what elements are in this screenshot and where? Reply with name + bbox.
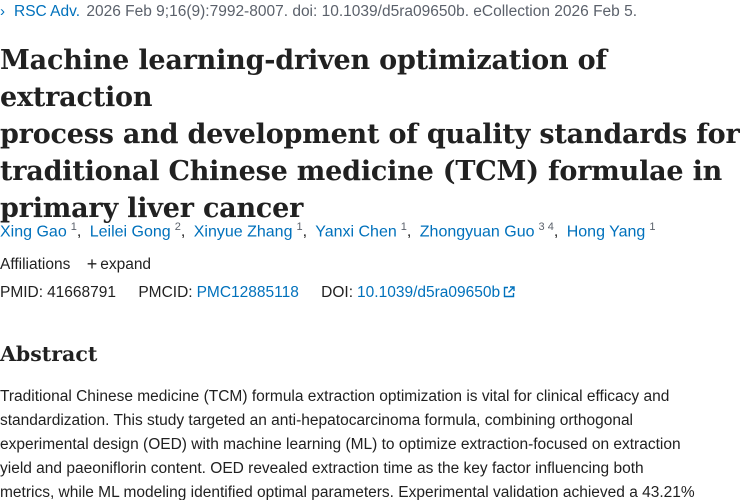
abstract-line: Traditional Chinese medicine (TCM) formu…	[0, 388, 670, 405]
affiliations-expand-button[interactable]: + expand	[86, 254, 152, 274]
affiliations-section: Affiliations + expand	[0, 254, 152, 274]
citation-details: 2026 Feb 9;16(9):7992-8007. doi: 10.1039…	[86, 3, 638, 20]
author-link[interactable]: Leilei Gong	[89, 223, 171, 241]
author-link[interactable]: Xing Gao	[0, 223, 67, 241]
doi-label: DOI:	[321, 284, 354, 301]
author-separator: ,	[406, 223, 412, 241]
abstract-line: metrics, while ML modeling identified op…	[0, 484, 695, 500]
abstract-line: yield and paeoniflorin content. OED reve…	[0, 460, 644, 477]
author-link[interactable]: Xinyue Zhang	[193, 223, 293, 241]
pmid-value: 41668791	[47, 284, 117, 301]
affiliation-ref[interactable]: 1	[296, 221, 303, 233]
abstract-heading: Abstract	[0, 342, 98, 366]
plus-icon: +	[86, 254, 98, 274]
citation-line: › RSC Adv. 2026 Feb 9;16(9):7992-8007. do…	[0, 3, 637, 21]
affiliation-ref[interactable]: 1	[649, 221, 656, 233]
affiliation-ref[interactable]: 3 4	[538, 221, 554, 233]
author-link[interactable]: Hong Yang	[566, 223, 646, 241]
affiliation-ref[interactable]: 1	[400, 221, 407, 233]
affiliations-label: Affiliations	[0, 256, 71, 273]
title-line: traditional Chinese medicine (TCM) formu…	[0, 156, 723, 187]
author-list: Xing Gao 1, Leilei Gong 2, Xinyue Zhang 1, …	[0, 216, 655, 243]
doi-link[interactable]: 10.1039/d5ra09650b	[357, 284, 515, 301]
affiliation-ref[interactable]: 2	[174, 221, 181, 233]
abstract-line: experimental design (OED) with machine l…	[0, 436, 681, 453]
chevron-right-icon[interactable]: ›	[0, 3, 5, 20]
title-line: primary liver cancer	[0, 193, 304, 224]
author-separator: ,	[180, 223, 186, 241]
author-separator: ,	[553, 223, 559, 241]
external-link-icon	[503, 286, 515, 298]
title-line: process and development of quality stand…	[0, 119, 740, 150]
abstract-body: Traditional Chinese medicine (TCM) formu…	[0, 385, 750, 500]
title-line: Machine learning-driven optimization of …	[0, 45, 607, 113]
affiliation-ref[interactable]: 1	[70, 221, 77, 233]
abstract-line: standardization. This study targeted an …	[0, 412, 634, 429]
author-separator: ,	[76, 223, 82, 241]
article-title: Machine learning-driven optimization of …	[0, 42, 748, 227]
author-link[interactable]: Yanxi Chen	[315, 223, 397, 241]
pmid-label: PMID:	[0, 284, 44, 301]
pmcid-label: PMCID:	[138, 284, 193, 301]
author-link[interactable]: Zhongyuan Guo	[419, 223, 535, 241]
article-identifiers: PMID: 41668791 PMCID: PMC12885118 DOI: 10.1…	[0, 284, 515, 302]
expand-label: expand	[100, 256, 152, 273]
journal-link[interactable]: RSC Adv.	[14, 3, 81, 20]
pmcid-link[interactable]: PMC12885118	[196, 284, 299, 301]
doi-value: 10.1039/d5ra09650b	[357, 284, 501, 301]
author-separator: ,	[302, 223, 308, 241]
